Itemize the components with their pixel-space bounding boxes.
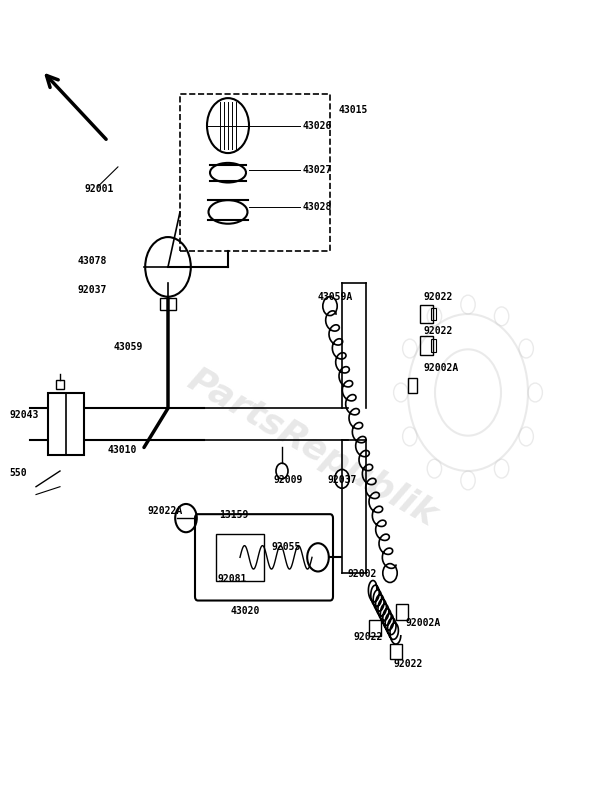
Text: 43059A: 43059A [318, 292, 353, 302]
Bar [420, 305, 433, 323]
FancyBboxPatch shape [180, 94, 330, 251]
Bar [160, 298, 176, 310]
Text: 92055: 92055 [271, 542, 301, 552]
Bar [420, 336, 433, 355]
Text: 92002A: 92002A [423, 363, 458, 374]
Text: 550: 550 [9, 469, 26, 479]
Text: PartsRepublik: PartsRepublik [181, 362, 443, 533]
Text: 92022: 92022 [354, 632, 383, 642]
Text: 92009: 92009 [273, 475, 302, 485]
Text: 43015: 43015 [339, 105, 368, 115]
Bar [396, 604, 408, 620]
Text: 43020: 43020 [231, 606, 260, 616]
Text: 43028: 43028 [303, 203, 332, 213]
FancyBboxPatch shape [195, 514, 333, 601]
Text: 92043: 92043 [9, 411, 38, 421]
Bar [431, 339, 436, 352]
Text: 92022: 92022 [423, 327, 452, 337]
Text: 92081: 92081 [217, 575, 247, 585]
Text: 92037: 92037 [327, 475, 356, 485]
Text: 92001: 92001 [84, 184, 113, 195]
Bar [56, 380, 64, 389]
Bar [431, 308, 436, 320]
Text: 43059: 43059 [114, 342, 143, 352]
Text: 92022: 92022 [393, 659, 422, 670]
Bar [408, 378, 417, 392]
Text: 92022: 92022 [423, 292, 452, 302]
Text: 43078: 43078 [78, 256, 107, 266]
Text: 92002A: 92002A [405, 619, 440, 629]
Text: 43010: 43010 [108, 445, 137, 455]
Text: 43026: 43026 [303, 121, 332, 131]
Text: 43027: 43027 [303, 165, 332, 175]
FancyBboxPatch shape [48, 392, 84, 455]
Text: 92022A: 92022A [147, 506, 182, 517]
Text: 92037: 92037 [78, 285, 107, 295]
Bar [216, 534, 264, 581]
Bar [369, 620, 381, 636]
Text: 13159: 13159 [219, 510, 248, 520]
Bar [390, 644, 402, 659]
Text: 92002: 92002 [348, 569, 377, 579]
